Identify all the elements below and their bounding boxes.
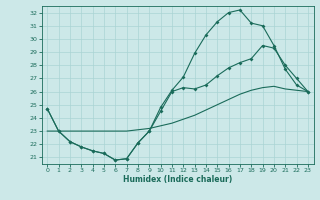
X-axis label: Humidex (Indice chaleur): Humidex (Indice chaleur): [123, 175, 232, 184]
